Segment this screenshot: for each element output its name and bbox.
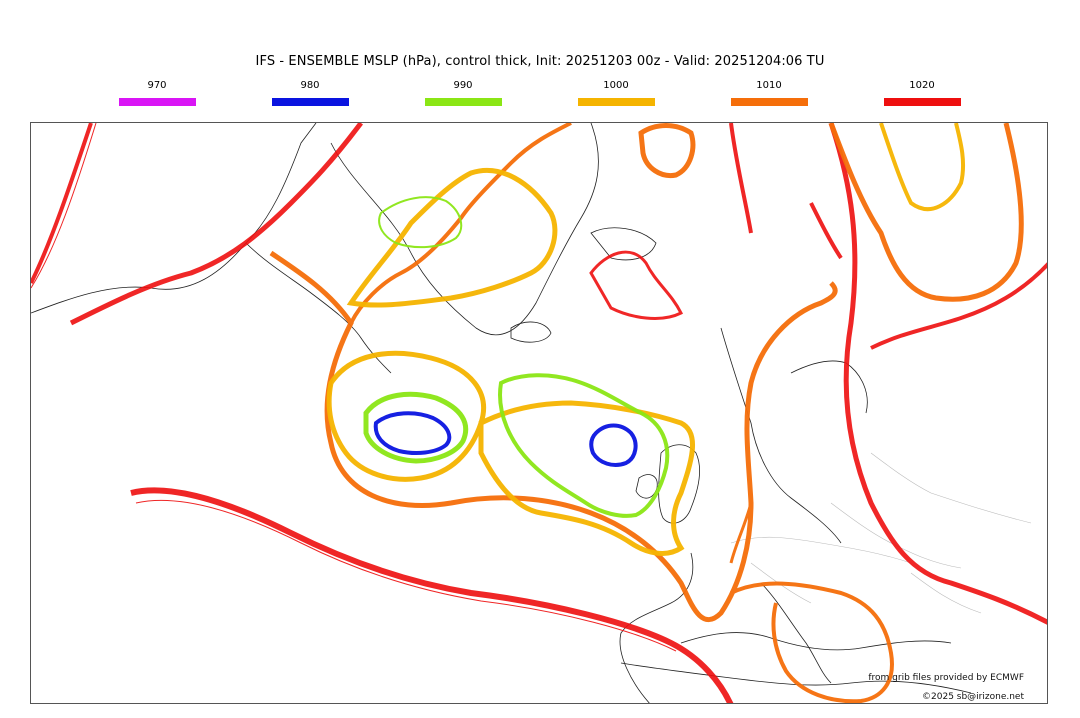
isobars-980	[373, 411, 638, 467]
legend-label-1010: 1010	[756, 80, 782, 91]
legend-item-990: 990	[424, 80, 502, 106]
legend-swatch-990	[424, 98, 502, 106]
isobars-1010	[269, 123, 1024, 703]
legend-label-1000: 1000	[603, 80, 629, 91]
isobars-990	[363, 196, 670, 518]
legend-swatch-970	[118, 98, 196, 106]
coastline-labrador	[245, 242, 392, 374]
legend-label-970: 970	[147, 80, 167, 91]
legend-swatch-1010	[730, 98, 808, 106]
legend-item-980: 980	[271, 80, 349, 106]
legend-swatch-1020	[883, 98, 961, 106]
legend-swatch-980	[271, 98, 349, 106]
coastline-greenland	[330, 123, 599, 336]
coastline-scandinavia	[790, 360, 868, 414]
legend-item-1010: 1010	[730, 80, 808, 106]
legend-swatch-1000	[577, 98, 655, 106]
coastline-norway	[720, 327, 842, 544]
isobars-1020	[31, 123, 1047, 703]
map-frame	[30, 122, 1048, 704]
country-borders	[730, 452, 1032, 614]
isobars-1000	[326, 123, 966, 556]
coastline-iceland	[510, 321, 552, 343]
credit-copyright: ©2025 sb@irizone.net	[922, 692, 1024, 702]
legend-label-990: 990	[453, 80, 473, 91]
legend-label-980: 980	[300, 80, 320, 91]
coastline-france-iberia	[619, 552, 694, 703]
coastline-canada	[31, 123, 317, 314]
legend-label-1020: 1020	[909, 80, 935, 91]
legend-item-970: 970	[118, 80, 196, 106]
credit-source: from grib files provided by ECMWF	[868, 673, 1024, 683]
coastline-svalbard	[590, 227, 657, 261]
legend-item-1000: 1000	[577, 80, 655, 106]
coastline-italy	[760, 582, 832, 684]
chart-title: IFS - ENSEMBLE MSLP (hPa), control thick…	[255, 54, 825, 69]
map-canvas	[31, 123, 1047, 703]
legend-item-1020: 1020	[883, 80, 961, 106]
coastline-mediterranean	[680, 632, 952, 651]
coastline-british-isles	[658, 444, 701, 524]
